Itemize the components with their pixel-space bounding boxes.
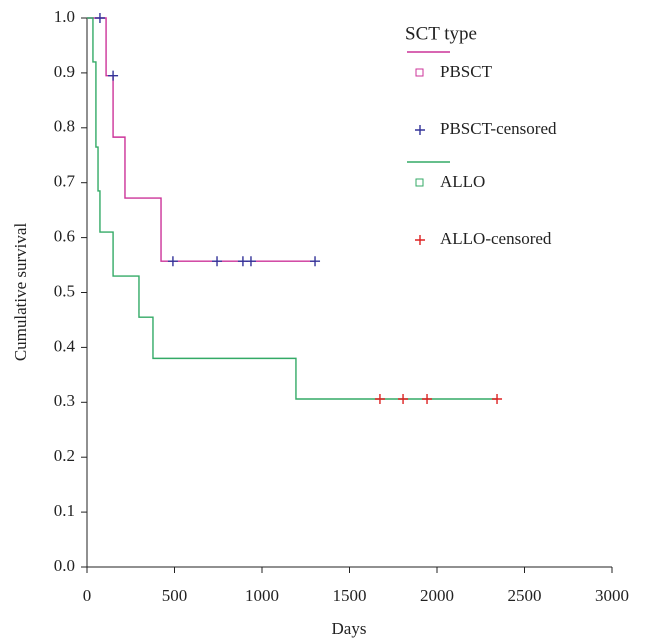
y-tick-label: 0.0 xyxy=(54,556,75,575)
y-axis-title: Cumulative survival xyxy=(11,223,30,362)
x-tick-label: 2000 xyxy=(420,586,454,605)
x-tick-label: 2500 xyxy=(508,586,542,605)
survival-curve xyxy=(87,17,316,262)
y-tick-label: 0.1 xyxy=(54,501,75,520)
censor-mark xyxy=(310,256,321,267)
y-tick-label: 0.4 xyxy=(54,336,76,355)
y-tick-label: 0.2 xyxy=(54,446,75,465)
legend-marker xyxy=(415,178,424,187)
x-tick-label: 500 xyxy=(162,586,188,605)
x-tick-label: 1000 xyxy=(245,586,279,605)
censor-mark xyxy=(108,70,119,81)
x-tick-label: 1500 xyxy=(333,586,367,605)
legend-label: PBSCT xyxy=(440,62,493,81)
x-tick-label: 0 xyxy=(83,586,92,605)
censor-mark xyxy=(94,13,105,23)
y-tick-label: 0.6 xyxy=(54,227,75,246)
x-tick-label: 3000 xyxy=(595,586,629,605)
legend-label: PBSCT-censored xyxy=(440,119,557,138)
y-tick-label: 0.8 xyxy=(54,117,75,136)
legend-title: SCT type xyxy=(405,23,477,44)
censor-mark xyxy=(167,256,178,267)
y-tick-label: 0.9 xyxy=(54,62,75,81)
censor-mark xyxy=(245,256,256,267)
y-tick-label: 0.5 xyxy=(54,281,75,300)
legend-marker xyxy=(415,68,424,77)
legend-marker xyxy=(415,235,425,245)
x-axis-title: Days xyxy=(332,619,367,638)
y-tick-label: 0.3 xyxy=(54,391,75,410)
censor-mark xyxy=(374,394,385,405)
legend-label: ALLO-censored xyxy=(440,229,552,248)
y-tick-label: 0.7 xyxy=(54,172,76,191)
censor-mark xyxy=(398,394,409,405)
survival-curve xyxy=(87,17,498,400)
legend-marker xyxy=(415,125,425,135)
legend-label: ALLO xyxy=(440,172,485,191)
y-tick-label: 1.0 xyxy=(54,7,75,26)
censor-mark xyxy=(492,394,503,405)
censor-mark xyxy=(212,256,223,267)
censor-mark xyxy=(422,394,433,405)
